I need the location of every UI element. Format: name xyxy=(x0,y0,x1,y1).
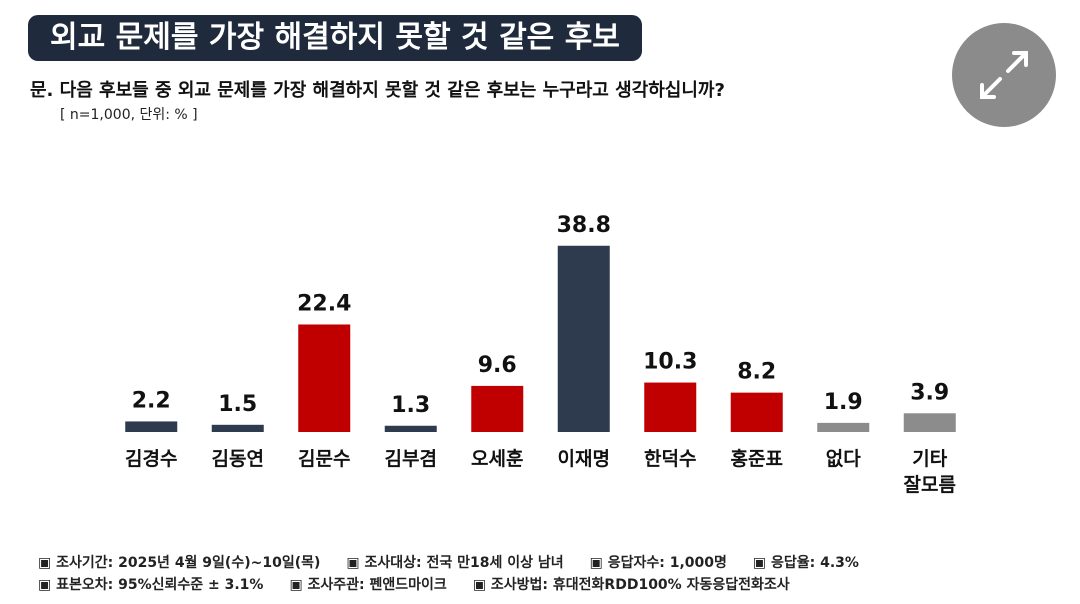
footnote: ▣ 표본오차: 95%신뢰수준 ± 3.1% xyxy=(38,577,264,593)
data-label: 8.2 xyxy=(737,360,776,385)
data-label: 1.3 xyxy=(391,393,430,418)
bar xyxy=(730,392,783,432)
data-label: 1.9 xyxy=(824,390,863,415)
data-label: 10.3 xyxy=(643,350,697,375)
x-tick-label: 홍준표 xyxy=(730,448,783,470)
bar xyxy=(817,422,870,432)
x-tick-label: 김경수 xyxy=(125,448,178,470)
note: [ n=1,000, 단위: % ] xyxy=(60,107,198,123)
x-tick-label: 한덕수 xyxy=(644,448,697,470)
bar xyxy=(298,324,351,432)
x-tick-label: 없다 xyxy=(825,448,861,470)
footnote: ▣ 응답율: 4.3% xyxy=(752,555,859,571)
x-tick-label: 이재명 xyxy=(557,448,610,470)
x-tick-label: 김문수 xyxy=(298,448,351,470)
footnote: ▣ 조사주관: 펜앤드마이크 xyxy=(289,577,447,593)
zoom-button[interactable] xyxy=(952,23,1056,127)
footnote: ▣ 조사방법: 휴대전화RDD100% 자동응답전화조사 xyxy=(472,577,790,593)
footnote-row: ▣ 표본오차: 95%신뢰수준 ± 3.1% ▣ 조사주관: 펜앤드마이크 ▣ 조사… xyxy=(38,574,816,594)
data-label: 3.9 xyxy=(910,380,949,405)
bar xyxy=(211,424,264,432)
zoom-icon[interactable] xyxy=(980,51,1028,99)
bar xyxy=(471,385,524,432)
x-tick-label: 오세훈 xyxy=(471,448,524,470)
footnote-row: ▣ 조사기간: 2025년 4월 9일(수)~10일(목) ▣ 조사대상: 전국 … xyxy=(38,552,885,572)
bar xyxy=(384,425,437,432)
data-label: 9.6 xyxy=(478,353,517,378)
bar xyxy=(557,245,610,432)
footnote: ▣ 응답자수: 1,000명 xyxy=(589,555,727,571)
data-label: 2.2 xyxy=(132,388,171,413)
data-label: 38.8 xyxy=(557,213,611,238)
x-tick-label: 김부겸 xyxy=(384,448,437,470)
data-label: 22.4 xyxy=(297,291,351,316)
x-tick-label: 기타 잘모름 xyxy=(903,448,956,496)
footnote: ▣ 조사기간: 2025년 4월 9일(수)~10일(목) xyxy=(38,555,321,571)
chart-title: 외교 문제를 가장 해결하지 못할 것 같은 후보 xyxy=(28,15,642,61)
bar xyxy=(903,413,956,432)
x-tick-label: 김동연 xyxy=(211,448,264,470)
data-label: 1.5 xyxy=(218,392,257,417)
zoom-circle[interactable] xyxy=(952,23,1056,127)
subtitle: 문. 다음 후보들 중 외교 문제를 가장 해결하지 못할 것 같은 후보는 누… xyxy=(30,80,725,101)
bar xyxy=(125,421,178,432)
bar xyxy=(644,382,697,432)
footnote: ▣ 조사대상: 전국 만18세 이상 남녀 xyxy=(346,555,564,571)
